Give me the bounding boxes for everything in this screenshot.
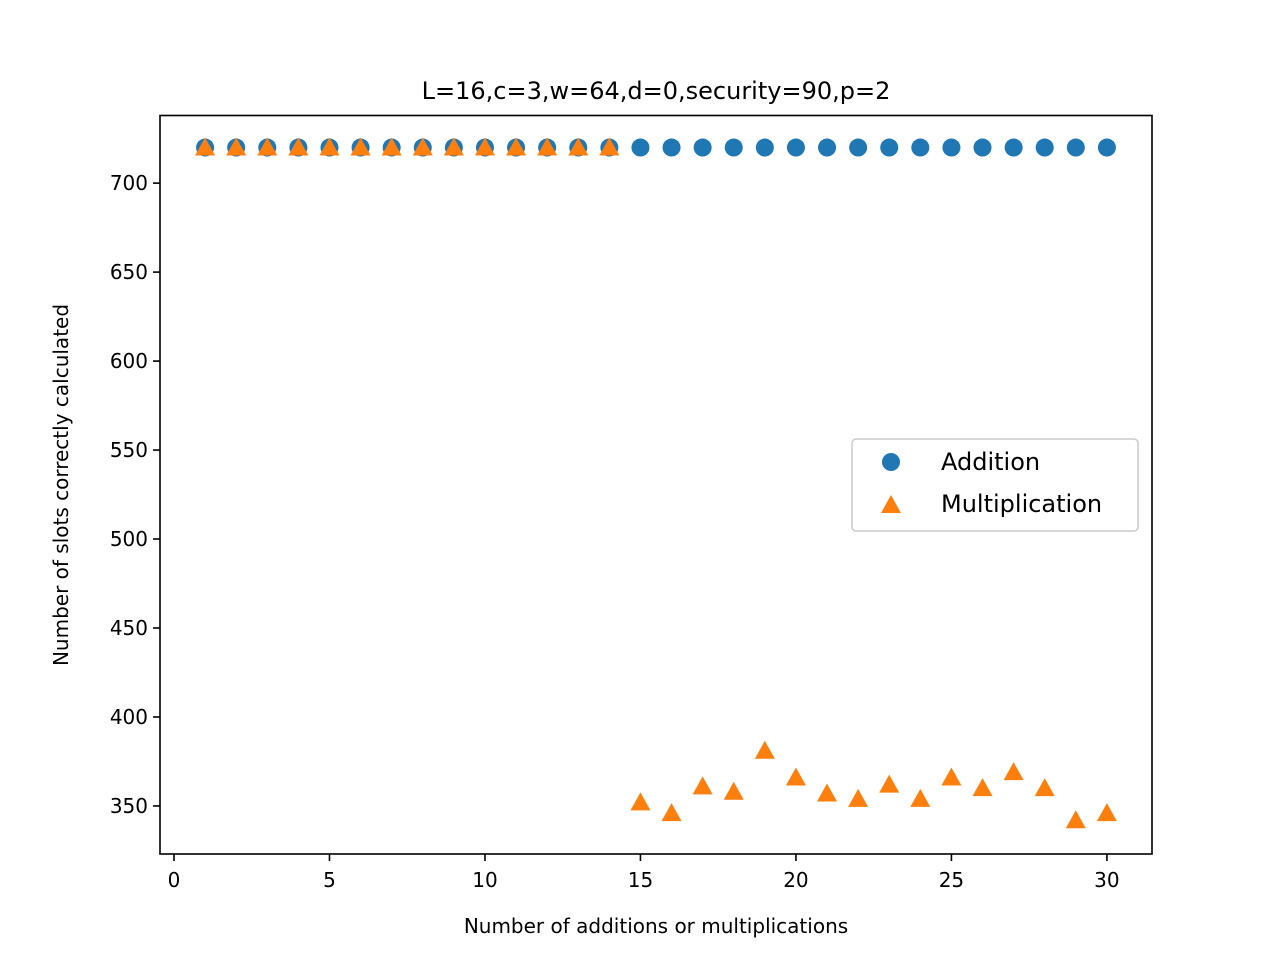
legend-multiplication-label: Multiplication	[941, 490, 1102, 518]
x-axis-label: Number of additions or multiplications	[464, 914, 848, 938]
y-tick-label: 700	[110, 171, 148, 195]
addition-point	[786, 138, 805, 157]
multiplication-point	[910, 788, 931, 807]
x-tick-label: 0	[168, 868, 181, 892]
multiplication-point	[443, 137, 464, 156]
addition-point	[693, 138, 712, 157]
addition-point	[911, 138, 930, 157]
multiplication-point	[1034, 778, 1055, 797]
addition-point	[818, 138, 837, 157]
addition-point	[1066, 138, 1085, 157]
multiplication-point	[537, 137, 558, 156]
multiplication-point	[195, 137, 216, 156]
plot-frame	[159, 114, 1153, 855]
multiplication-point	[381, 137, 402, 156]
y-tick-label: 650	[110, 260, 148, 284]
addition-point	[973, 138, 992, 157]
y-tick-label: 350	[110, 794, 148, 818]
legend: Addition Multiplication	[851, 438, 1139, 532]
x-tick-label: 20	[783, 868, 808, 892]
addition-point	[849, 138, 868, 157]
legend-addition-label: Addition	[941, 448, 1040, 476]
multiplication-point	[350, 137, 371, 156]
multiplication-point	[599, 137, 620, 156]
multiplication-point	[257, 137, 278, 156]
x-tick-label: 30	[1094, 868, 1119, 892]
y-tick-label: 600	[110, 349, 148, 373]
multiplication-point	[506, 137, 527, 156]
x-tick-label: 10	[472, 868, 497, 892]
multiplication-point	[754, 740, 775, 759]
addition-point	[1035, 138, 1054, 157]
multiplication-point	[785, 767, 806, 786]
multiplication-point	[226, 137, 247, 156]
y-tick-label: 450	[110, 616, 148, 640]
addition-point	[1097, 138, 1116, 157]
addition-point	[942, 138, 961, 157]
x-tick-label: 15	[628, 868, 653, 892]
y-tick-label: 500	[110, 527, 148, 551]
addition-point	[724, 138, 743, 157]
multiplication-point	[412, 137, 433, 156]
multiplication-point	[1096, 803, 1117, 822]
multiplication-point	[474, 137, 495, 156]
multiplication-point	[692, 776, 713, 795]
axis-ticks: 0 5 10 15 20 25 30 350 400 450 500 550 600 650 700	[110, 171, 1120, 892]
addition-point	[631, 138, 650, 157]
x-tick-label: 5	[323, 868, 336, 892]
plot-marks	[195, 137, 1117, 829]
y-axis-label: Number of slots correctly calculated	[49, 304, 73, 666]
y-tick-label: 400	[110, 705, 148, 729]
multiplication-point	[941, 767, 962, 786]
y-tick-label: 550	[110, 438, 148, 462]
legend-addition-marker	[882, 453, 900, 471]
multiplication-point	[1065, 810, 1086, 829]
addition-point	[1004, 138, 1023, 157]
multiplication-point	[1003, 762, 1024, 781]
legend-multiplication-marker	[881, 495, 901, 513]
x-tick-label: 25	[939, 868, 964, 892]
multiplication-point	[319, 137, 340, 156]
multiplication-point	[972, 778, 993, 797]
multiplication-point	[568, 137, 589, 156]
multiplication-point	[848, 788, 869, 807]
legend-box	[851, 438, 1139, 532]
chart-title: L=16,c=3,w=64,d=0,security=90,p=2	[422, 77, 891, 105]
multiplication-point	[817, 783, 838, 802]
addition-point	[755, 138, 774, 157]
addition-point	[880, 138, 899, 157]
multiplication-point	[630, 792, 651, 811]
multiplication-point	[661, 803, 682, 822]
multiplication-point	[288, 137, 309, 156]
multiplication-point	[879, 774, 900, 793]
addition-point	[662, 138, 681, 157]
multiplication-point	[723, 781, 744, 800]
